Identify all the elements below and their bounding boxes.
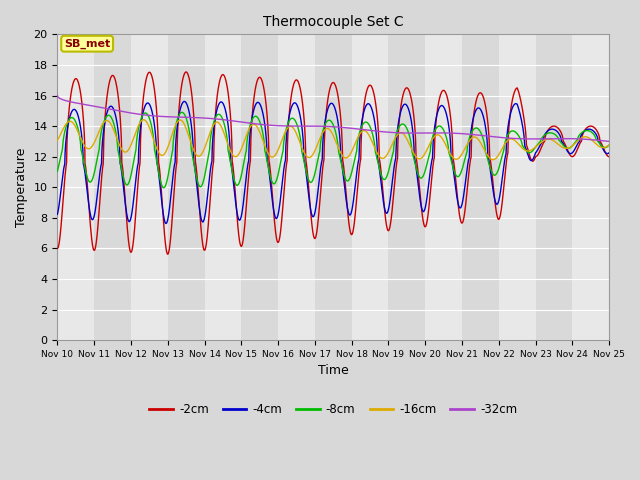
Bar (315, 35, 351, 340)
Legend: -2cm, -4cm, -8cm, -16cm, -32cm: -2cm, -4cm, -8cm, -16cm, -32cm (145, 398, 522, 420)
Bar (94, 35, 131, 340)
Bar (462, 35, 499, 340)
Bar (536, 35, 572, 340)
Title: Thermocouple Set C: Thermocouple Set C (263, 15, 404, 29)
Y-axis label: Temperature: Temperature (15, 147, 28, 227)
Bar (241, 35, 278, 340)
X-axis label: Time: Time (318, 364, 349, 377)
Text: SB_met: SB_met (64, 38, 110, 49)
Bar (168, 35, 205, 340)
Bar (388, 35, 425, 340)
